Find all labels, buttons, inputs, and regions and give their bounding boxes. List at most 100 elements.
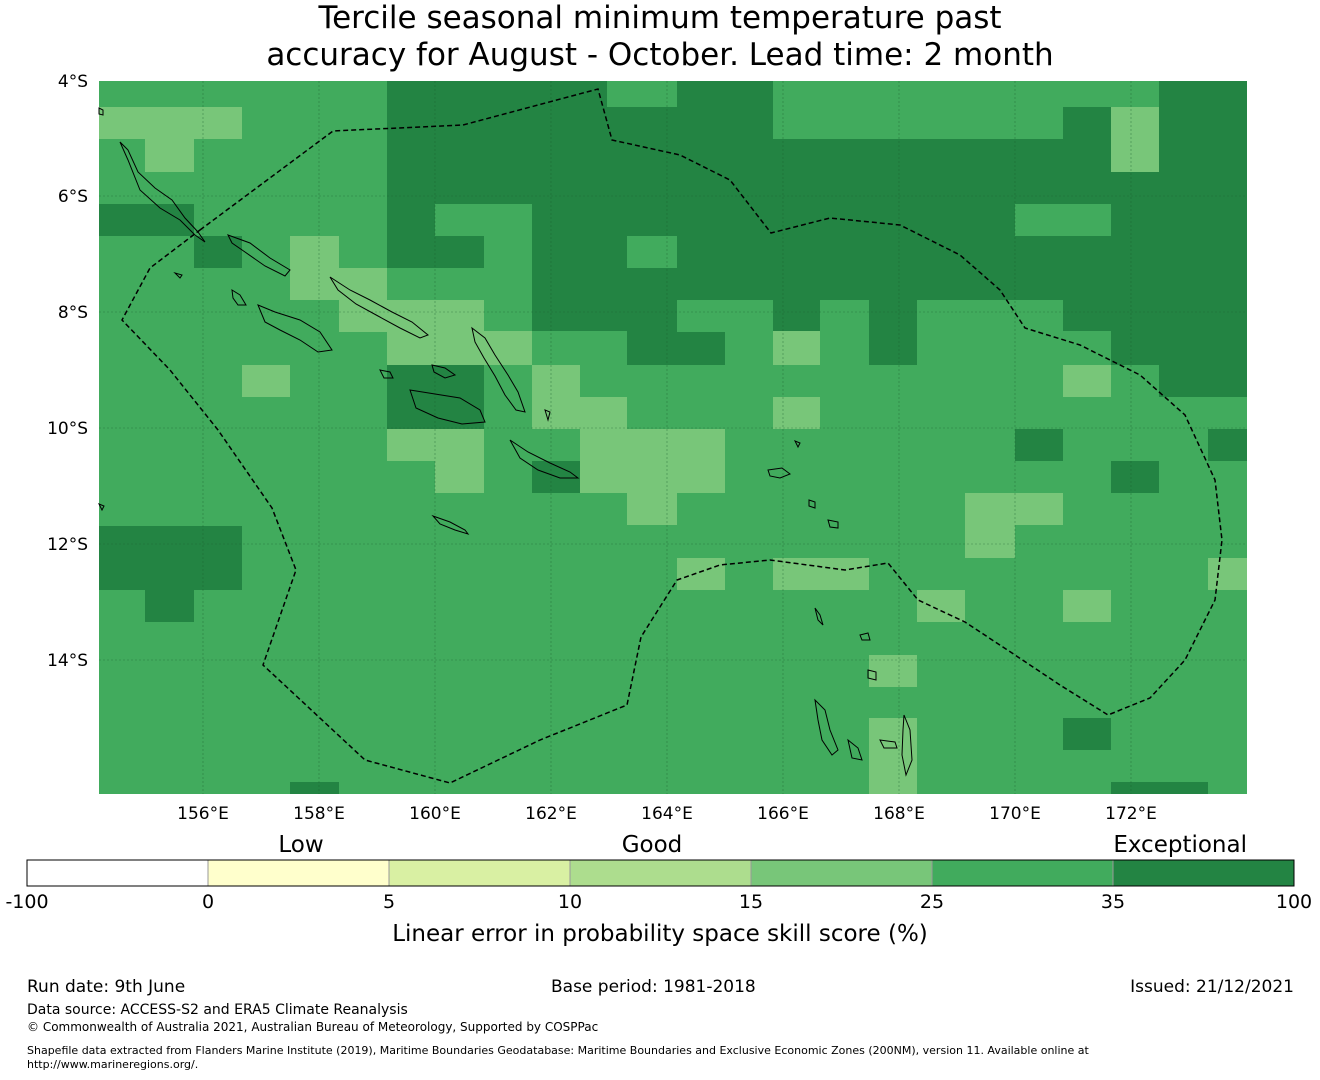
category-low: Low (278, 832, 323, 858)
lon-tick-label: 162°E (525, 804, 577, 824)
light-cell (965, 493, 1015, 558)
light-cell (290, 236, 339, 300)
pentecost-island (901, 714, 913, 777)
lon-tick-label: 170°E (989, 804, 1041, 824)
islet (544, 409, 551, 422)
dark-cell (1208, 429, 1247, 461)
lon-tick-label: 158°E (293, 804, 345, 824)
colorbar-segment (1113, 860, 1294, 886)
colorbar-tick: 10 (558, 891, 582, 913)
banks-islands (867, 669, 877, 681)
colorbar-segment (27, 860, 208, 886)
santa-isabel-island (329, 276, 429, 339)
lon-tick-label: 166°E (757, 804, 809, 824)
dark-cell (194, 236, 242, 268)
makira-island (509, 439, 580, 479)
vanikoro-island (827, 519, 839, 529)
lat-tick-label: 6°S (58, 187, 88, 207)
colorbar-tick: 15 (739, 891, 763, 913)
category-good: Good (622, 832, 683, 858)
lat-tick-label: 10°S (47, 419, 88, 439)
lat-tick-label: 14°S (47, 651, 88, 671)
lon-tick-label: 164°E (641, 804, 693, 824)
shapefile-credit-line-2: http://www.marineregions.org/. (27, 1058, 199, 1071)
medium-cell (1015, 204, 1111, 236)
copyright: © Commonwealth of Australia 2021, Austra… (27, 1020, 599, 1034)
title-line-2: accuracy for August - October. Lead time… (266, 37, 1054, 73)
light-cell (145, 139, 194, 172)
good-cells-overlay (435, 81, 1111, 365)
light-cell (580, 397, 627, 429)
light-cell (677, 558, 725, 590)
colorbar-segment (389, 860, 570, 886)
eez-boundaries (121, 88, 1223, 784)
lon-tick-label: 156°E (177, 804, 229, 824)
lon-tick-label: 168°E (873, 804, 925, 824)
light-cell (532, 365, 580, 429)
medium-cell (965, 81, 1063, 139)
reef-islands (808, 499, 816, 509)
lat-tick-label: 12°S (47, 535, 88, 555)
colorbar-dividers (207, 860, 1114, 886)
lon-tick-label: 160°E (409, 804, 461, 824)
dark-cell (1015, 429, 1063, 461)
islet (814, 607, 824, 626)
russell-islands (379, 369, 394, 379)
colorbar-tick: -100 (5, 891, 48, 913)
colorbar-category-labels: Low Good Exceptional (278, 832, 1247, 858)
light-cell (387, 300, 435, 365)
malekula-island (847, 738, 863, 761)
light-cell (1063, 590, 1111, 622)
colorbar-tick: 100 (1276, 891, 1312, 913)
colorbar (26, 859, 1295, 887)
colorbar-segment (932, 860, 1113, 886)
islet (793, 440, 801, 449)
light-cell (242, 365, 290, 397)
light-cell (1208, 558, 1247, 590)
base-period: Base period: 1981-2018 (551, 977, 756, 997)
rennell-island (431, 514, 470, 535)
latitude-labels: 4°S 6°S 8°S 10°S 12°S 14°S (47, 72, 88, 671)
dark-cell (1111, 782, 1208, 794)
light-cell (435, 300, 484, 365)
gridlines (99, 81, 1247, 794)
light-cells (99, 107, 1247, 794)
shapefile-credit-line-1: Shapefile data extracted from Flanders M… (27, 1044, 1089, 1057)
medium-cell (820, 300, 869, 365)
map-title: Tercile seasonal minimum temperature pas… (0, 0, 1320, 74)
islet (97, 503, 105, 512)
colorbar-tick-labels: -100 0 5 10 15 25 35 100 (5, 891, 1312, 913)
torres-islands (859, 632, 871, 641)
exceptional-cells (99, 81, 1247, 794)
colorbar-segment (570, 860, 751, 886)
longitude-labels: 156°E 158°E 160°E 162°E 164°E 166°E 168°… (177, 804, 1157, 824)
lat-tick-label: 8°S (58, 303, 88, 323)
light-cell (387, 429, 435, 461)
light-cell (627, 493, 677, 525)
vella-lavella-island (231, 289, 247, 306)
medium-cell (965, 300, 1015, 365)
colorbar-tick: 25 (920, 891, 944, 913)
run-date: Run date: 9th June (27, 977, 186, 997)
colorbar-tick: 5 (383, 891, 395, 913)
light-cell (484, 331, 532, 365)
bougainville-island (119, 141, 206, 243)
dark-cell (99, 526, 242, 590)
santa-cruz-island (767, 467, 792, 479)
light-cell (1015, 493, 1063, 525)
medium-cell (677, 300, 773, 332)
lon-tick-label: 172°E (1105, 804, 1157, 824)
colorbar-label: Linear error in probability space skill … (392, 921, 928, 947)
colorbar-tick: 0 (202, 891, 214, 913)
light-cell (869, 655, 917, 687)
dark-cell (387, 365, 484, 429)
light-cell (435, 429, 484, 493)
lat-tick-label: 4°S (58, 72, 88, 92)
colorbar-segment (208, 860, 389, 886)
dark-cell (1111, 461, 1159, 493)
new-georgia-island (257, 304, 333, 353)
issued-date: Issued: 21/12/2021 (1130, 977, 1294, 997)
light-cell (773, 331, 820, 365)
solomon-eez-boundary (121, 88, 1223, 784)
